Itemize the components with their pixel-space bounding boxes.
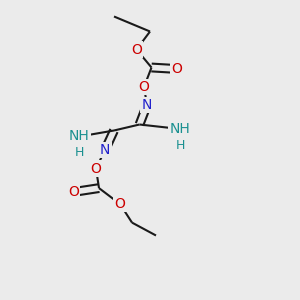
- Text: NH: NH: [69, 130, 90, 143]
- Text: O: O: [172, 62, 182, 76]
- Text: N: N: [100, 143, 110, 157]
- Text: O: O: [68, 185, 79, 199]
- Text: O: O: [131, 43, 142, 56]
- Text: H: H: [175, 139, 185, 152]
- Text: NH: NH: [169, 122, 190, 136]
- Text: N: N: [142, 98, 152, 112]
- Text: O: O: [139, 80, 149, 94]
- Text: O: O: [115, 197, 125, 211]
- Text: O: O: [91, 162, 101, 176]
- Text: H: H: [75, 146, 84, 160]
